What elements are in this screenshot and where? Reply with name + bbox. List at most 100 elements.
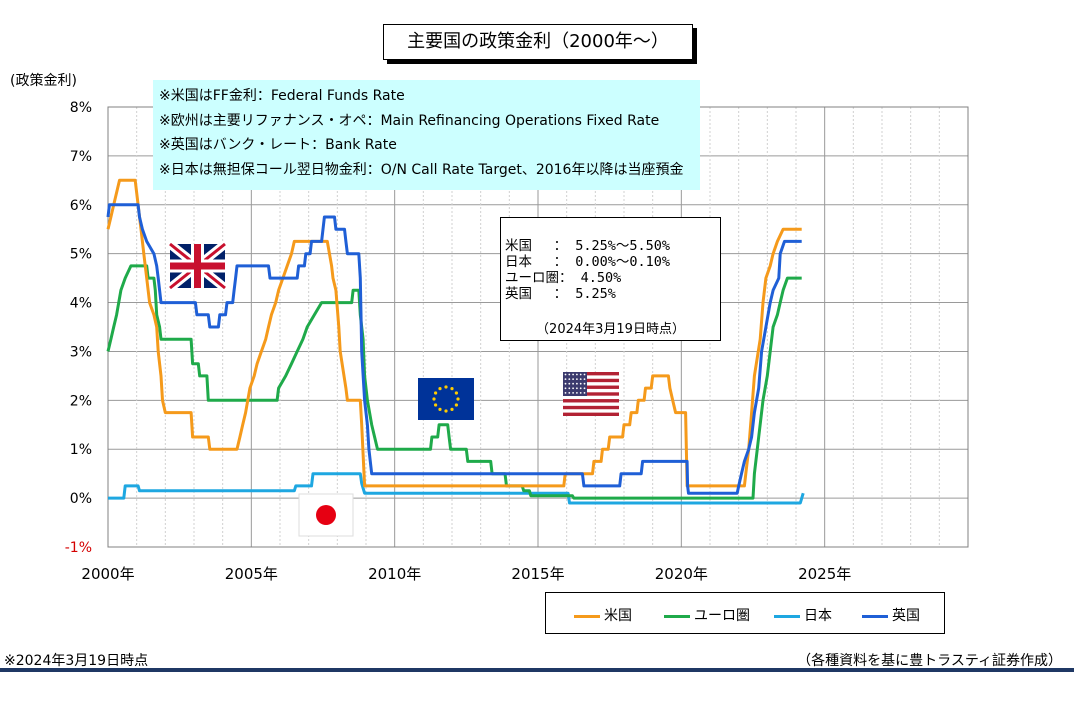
legend-swatch-uk xyxy=(862,614,888,618)
us-star xyxy=(568,382,571,385)
footer-divider xyxy=(0,668,1074,672)
us-star xyxy=(579,382,582,385)
legend-label-eu: ユーロ圏 xyxy=(694,608,750,624)
us-star xyxy=(572,378,574,380)
us-star xyxy=(564,373,567,376)
us-stripe xyxy=(563,405,619,410)
y-tick-label: -1% xyxy=(65,540,92,556)
legend-item-jp: 日本 xyxy=(774,605,832,625)
x-tick-label: 2020年 xyxy=(655,565,708,583)
legend-item-us: 米国 xyxy=(574,605,632,625)
x-tick-label: 2010年 xyxy=(368,565,421,583)
y-axis-label: (政策金利) xyxy=(10,73,77,89)
note-jp: ※日本は無担保コール翌日物金利：O/N Call Rate Target、201… xyxy=(159,161,684,178)
us-star xyxy=(579,387,582,390)
eu-star xyxy=(450,407,454,411)
us-star xyxy=(583,392,586,394)
us-star xyxy=(576,392,578,394)
y-tick-label: 0% xyxy=(70,491,92,507)
x-tick-label: 2015年 xyxy=(511,565,564,583)
y-tick-label: 5% xyxy=(70,247,92,263)
note-us: ※米国はFF金利：Federal Funds Rate xyxy=(159,88,405,104)
us-star xyxy=(564,392,567,394)
eu-star xyxy=(454,391,458,395)
legend-item-uk: 英国 xyxy=(862,605,920,625)
series-line-0 xyxy=(106,178,802,488)
us-star xyxy=(576,378,578,380)
eu-flag-icon xyxy=(418,378,474,420)
current-rates-box: 米国 ： 5.25%～5.50% 日本 ： 0.00%～0.10% ユーロ圏： … xyxy=(500,217,721,341)
us-star xyxy=(576,382,578,385)
eu-star xyxy=(438,407,442,411)
y-tick-label: 4% xyxy=(70,296,92,312)
us-star xyxy=(579,378,582,380)
current-rate-eu: ユーロ圏： 4.50% xyxy=(505,270,622,286)
legend-swatch-jp xyxy=(774,614,800,618)
eu-star xyxy=(434,403,438,407)
us-star xyxy=(568,392,571,394)
eu-star xyxy=(434,391,438,395)
y-tick-label: 7% xyxy=(70,149,92,165)
y-tick-label: 2% xyxy=(70,393,92,409)
legend-label-jp: 日本 xyxy=(804,608,832,624)
us-stripe xyxy=(563,412,619,416)
x-tick-label: 2000年 xyxy=(81,565,134,583)
current-rate-us: 米国 ： 5.25%～5.50% xyxy=(505,238,671,254)
us-stripe xyxy=(563,372,619,376)
us-star xyxy=(583,382,586,385)
series-lines xyxy=(106,178,805,505)
axis-tick-labels: 8% 7% 6% 5% 4% 3% 2% 1% 0% -1% 2000年 2005年 2010年 2015… xyxy=(65,100,852,583)
eu-star xyxy=(454,403,458,407)
y-tick-label: 6% xyxy=(70,198,92,214)
y-tick-label: 8% xyxy=(70,100,92,116)
us-star xyxy=(564,387,567,390)
us-star xyxy=(579,392,582,394)
legend-label-uk: 英国 xyxy=(892,608,920,624)
legend-swatch-eu xyxy=(664,614,690,618)
japan-flag-icon xyxy=(298,493,354,537)
us-star xyxy=(568,387,571,390)
current-rate-uk: 英国 ： 5.25% xyxy=(505,286,616,302)
us-star xyxy=(572,382,574,385)
notes-box: ※米国はFF金利：Federal Funds Rate ※欧州は主要リファナンス… xyxy=(153,80,700,190)
us-stripe xyxy=(563,385,619,389)
y-tick-label: 3% xyxy=(70,344,92,360)
eu-star xyxy=(456,397,460,401)
us-star xyxy=(572,392,574,394)
us-star xyxy=(583,373,586,376)
country-flags xyxy=(167,240,619,537)
us-stripe xyxy=(563,392,619,396)
legend-label-us: 米国 xyxy=(604,608,632,624)
x-tick-label: 2005年 xyxy=(225,565,278,583)
legend-item-eu: ユーロ圏 xyxy=(664,605,750,625)
eu-star xyxy=(450,387,454,391)
legend: 米国 ユーロ圏 日本 英国 xyxy=(545,592,945,634)
eu-star xyxy=(438,387,442,391)
series-line-3 xyxy=(106,203,802,495)
note-uk: ※英国はバンク・レート：Bank Rate xyxy=(159,137,397,153)
us-star xyxy=(572,387,574,390)
us-star xyxy=(564,382,567,385)
eu-star xyxy=(432,397,436,401)
footer-source: （各種資料を基に豊トラスティ証券作成） xyxy=(797,653,1062,669)
series-line-1 xyxy=(106,264,802,500)
us-star xyxy=(568,378,571,380)
series-line-2 xyxy=(108,472,805,505)
us-flag-icon xyxy=(563,372,619,416)
us-star xyxy=(572,373,574,376)
note-eu: ※欧州は主要リファナンス・オペ：Main Refinancing Operati… xyxy=(159,112,660,129)
x-tick-label: 2025年 xyxy=(798,565,851,583)
eu-star xyxy=(444,385,448,389)
y-tick-label: 1% xyxy=(70,442,92,458)
us-stripe xyxy=(563,399,619,403)
us-star xyxy=(583,378,586,380)
eu-star xyxy=(444,409,448,413)
chart-title: 主要国の政策金利（2000年～） xyxy=(383,24,693,60)
us-star xyxy=(579,373,582,376)
us-star xyxy=(576,387,578,390)
footer-date-note: ※2024年3月19日時点 xyxy=(4,653,149,669)
legend-swatch-us xyxy=(574,614,600,618)
us-star xyxy=(564,378,567,380)
us-stripe xyxy=(563,378,619,383)
uk-flag-icon xyxy=(167,240,228,292)
